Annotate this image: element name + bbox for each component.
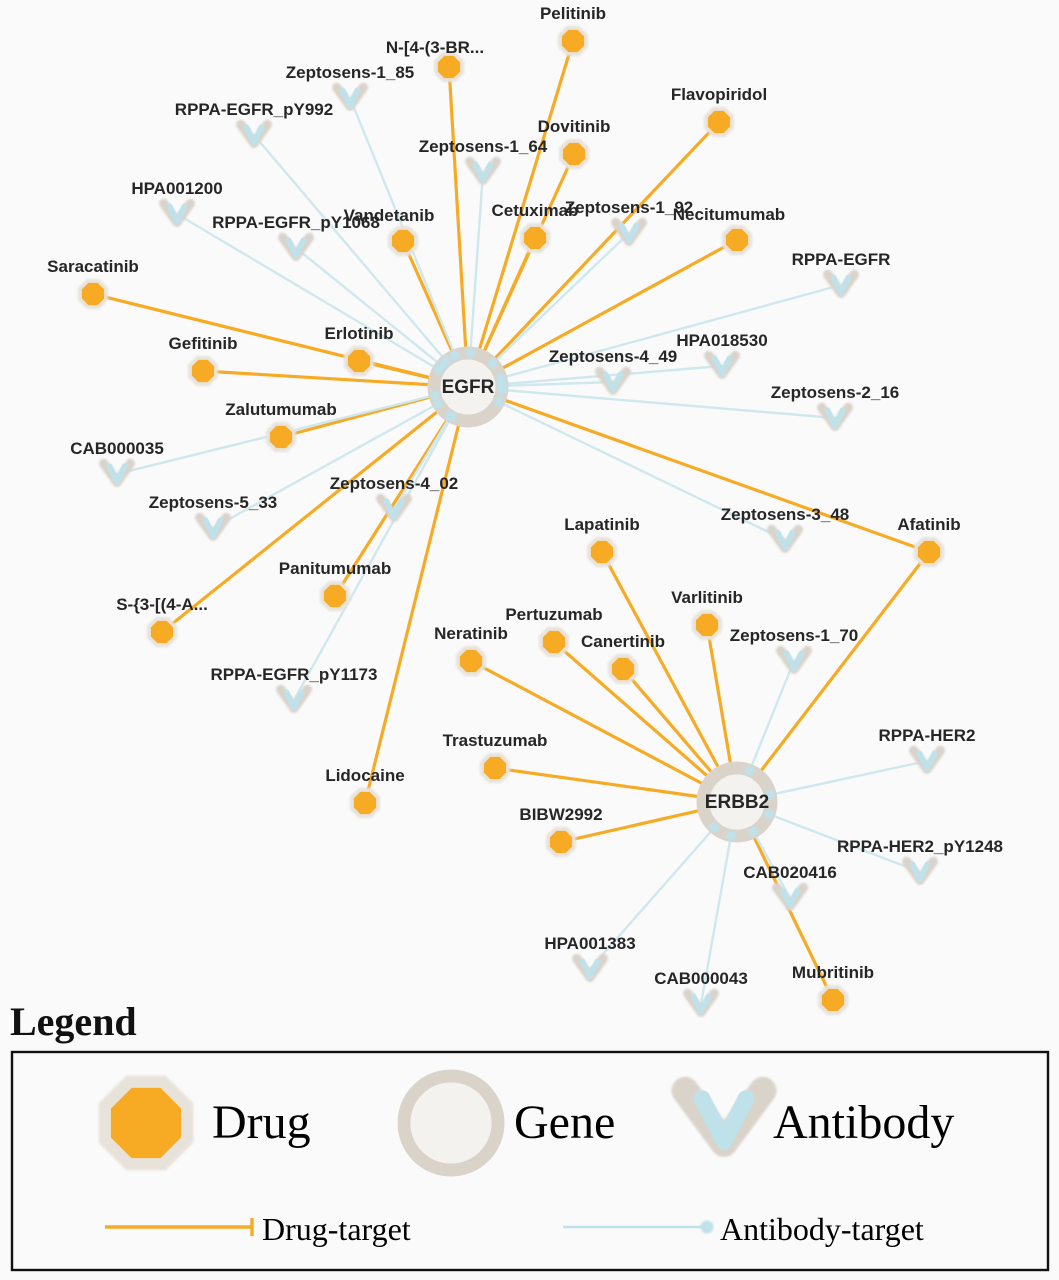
svg-text:Pelitinib: Pelitinib — [540, 4, 606, 23]
svg-text:Zeptosens-1_70: Zeptosens-1_70 — [730, 626, 859, 645]
svg-text:Drug-target: Drug-target — [262, 1211, 411, 1247]
svg-text:CAB000043: CAB000043 — [654, 969, 748, 988]
svg-text:Gene: Gene — [514, 1096, 615, 1149]
svg-text:Canertinib: Canertinib — [581, 632, 665, 651]
svg-text:HPA001383: HPA001383 — [544, 934, 635, 953]
svg-text:Afatinib: Afatinib — [897, 515, 960, 534]
svg-text:Neratinib: Neratinib — [434, 624, 508, 643]
svg-text:S-{3-[(4-A...: S-{3-[(4-A... — [116, 595, 208, 614]
svg-text:CAB020416: CAB020416 — [743, 863, 837, 882]
svg-text:BIBW2992: BIBW2992 — [519, 805, 602, 824]
svg-text:Zalutumumab: Zalutumumab — [225, 400, 336, 419]
svg-text:Lapatinib: Lapatinib — [564, 515, 640, 534]
svg-text:Legend: Legend — [10, 999, 137, 1044]
svg-text:Varlitinib: Varlitinib — [671, 588, 743, 607]
svg-text:CAB000035: CAB000035 — [70, 439, 164, 458]
svg-text:HPA001200: HPA001200 — [131, 179, 222, 198]
svg-text:RPPA-EGFR_pY992: RPPA-EGFR_pY992 — [175, 100, 333, 119]
svg-text:Panitumumab: Panitumumab — [279, 559, 391, 578]
svg-text:Antibody: Antibody — [773, 1096, 954, 1149]
svg-text:Zeptosens-4_49: Zeptosens-4_49 — [549, 347, 678, 366]
svg-text:Zeptosens-1_64: Zeptosens-1_64 — [419, 137, 548, 156]
svg-text:Zeptosens-1_85: Zeptosens-1_85 — [286, 63, 415, 82]
svg-text:Saracatinib: Saracatinib — [47, 257, 139, 276]
svg-text:Zeptosens-1_92: Zeptosens-1_92 — [565, 198, 694, 217]
svg-text:ERBB2: ERBB2 — [705, 792, 769, 813]
svg-text:Lidocaine: Lidocaine — [325, 766, 404, 785]
svg-text:Zeptosens-4_02: Zeptosens-4_02 — [330, 474, 459, 493]
svg-text:Erlotinib: Erlotinib — [325, 324, 394, 343]
svg-text:RPPA-HER2_pY1248: RPPA-HER2_pY1248 — [837, 837, 1003, 856]
svg-text:RPPA-EGFR: RPPA-EGFR — [792, 250, 891, 269]
svg-text:Pertuzumab: Pertuzumab — [505, 605, 602, 624]
svg-text:Zeptosens-2_16: Zeptosens-2_16 — [771, 383, 900, 402]
svg-text:Mubritinib: Mubritinib — [792, 963, 874, 982]
svg-text:EGFR: EGFR — [442, 377, 495, 398]
svg-text:Trastuzumab: Trastuzumab — [443, 731, 548, 750]
svg-text:Gefitinib: Gefitinib — [169, 334, 238, 353]
svg-text:Zeptosens-3_48: Zeptosens-3_48 — [721, 505, 850, 524]
svg-text:Flavopiridol: Flavopiridol — [671, 85, 767, 104]
svg-text:N-[4-(3-BR...: N-[4-(3-BR... — [386, 38, 484, 57]
svg-text:Antibody-target: Antibody-target — [720, 1211, 924, 1247]
svg-text:Dovitinib: Dovitinib — [538, 117, 611, 136]
svg-text:RPPA-HER2: RPPA-HER2 — [879, 726, 976, 745]
svg-text:Drug: Drug — [212, 1096, 311, 1149]
svg-text:Zeptosens-5_33: Zeptosens-5_33 — [149, 493, 278, 512]
svg-text:RPPA-EGFR_pY1068: RPPA-EGFR_pY1068 — [212, 213, 380, 232]
svg-text:RPPA-EGFR_pY1173: RPPA-EGFR_pY1173 — [211, 665, 378, 684]
svg-text:HPA018530: HPA018530 — [676, 331, 767, 350]
